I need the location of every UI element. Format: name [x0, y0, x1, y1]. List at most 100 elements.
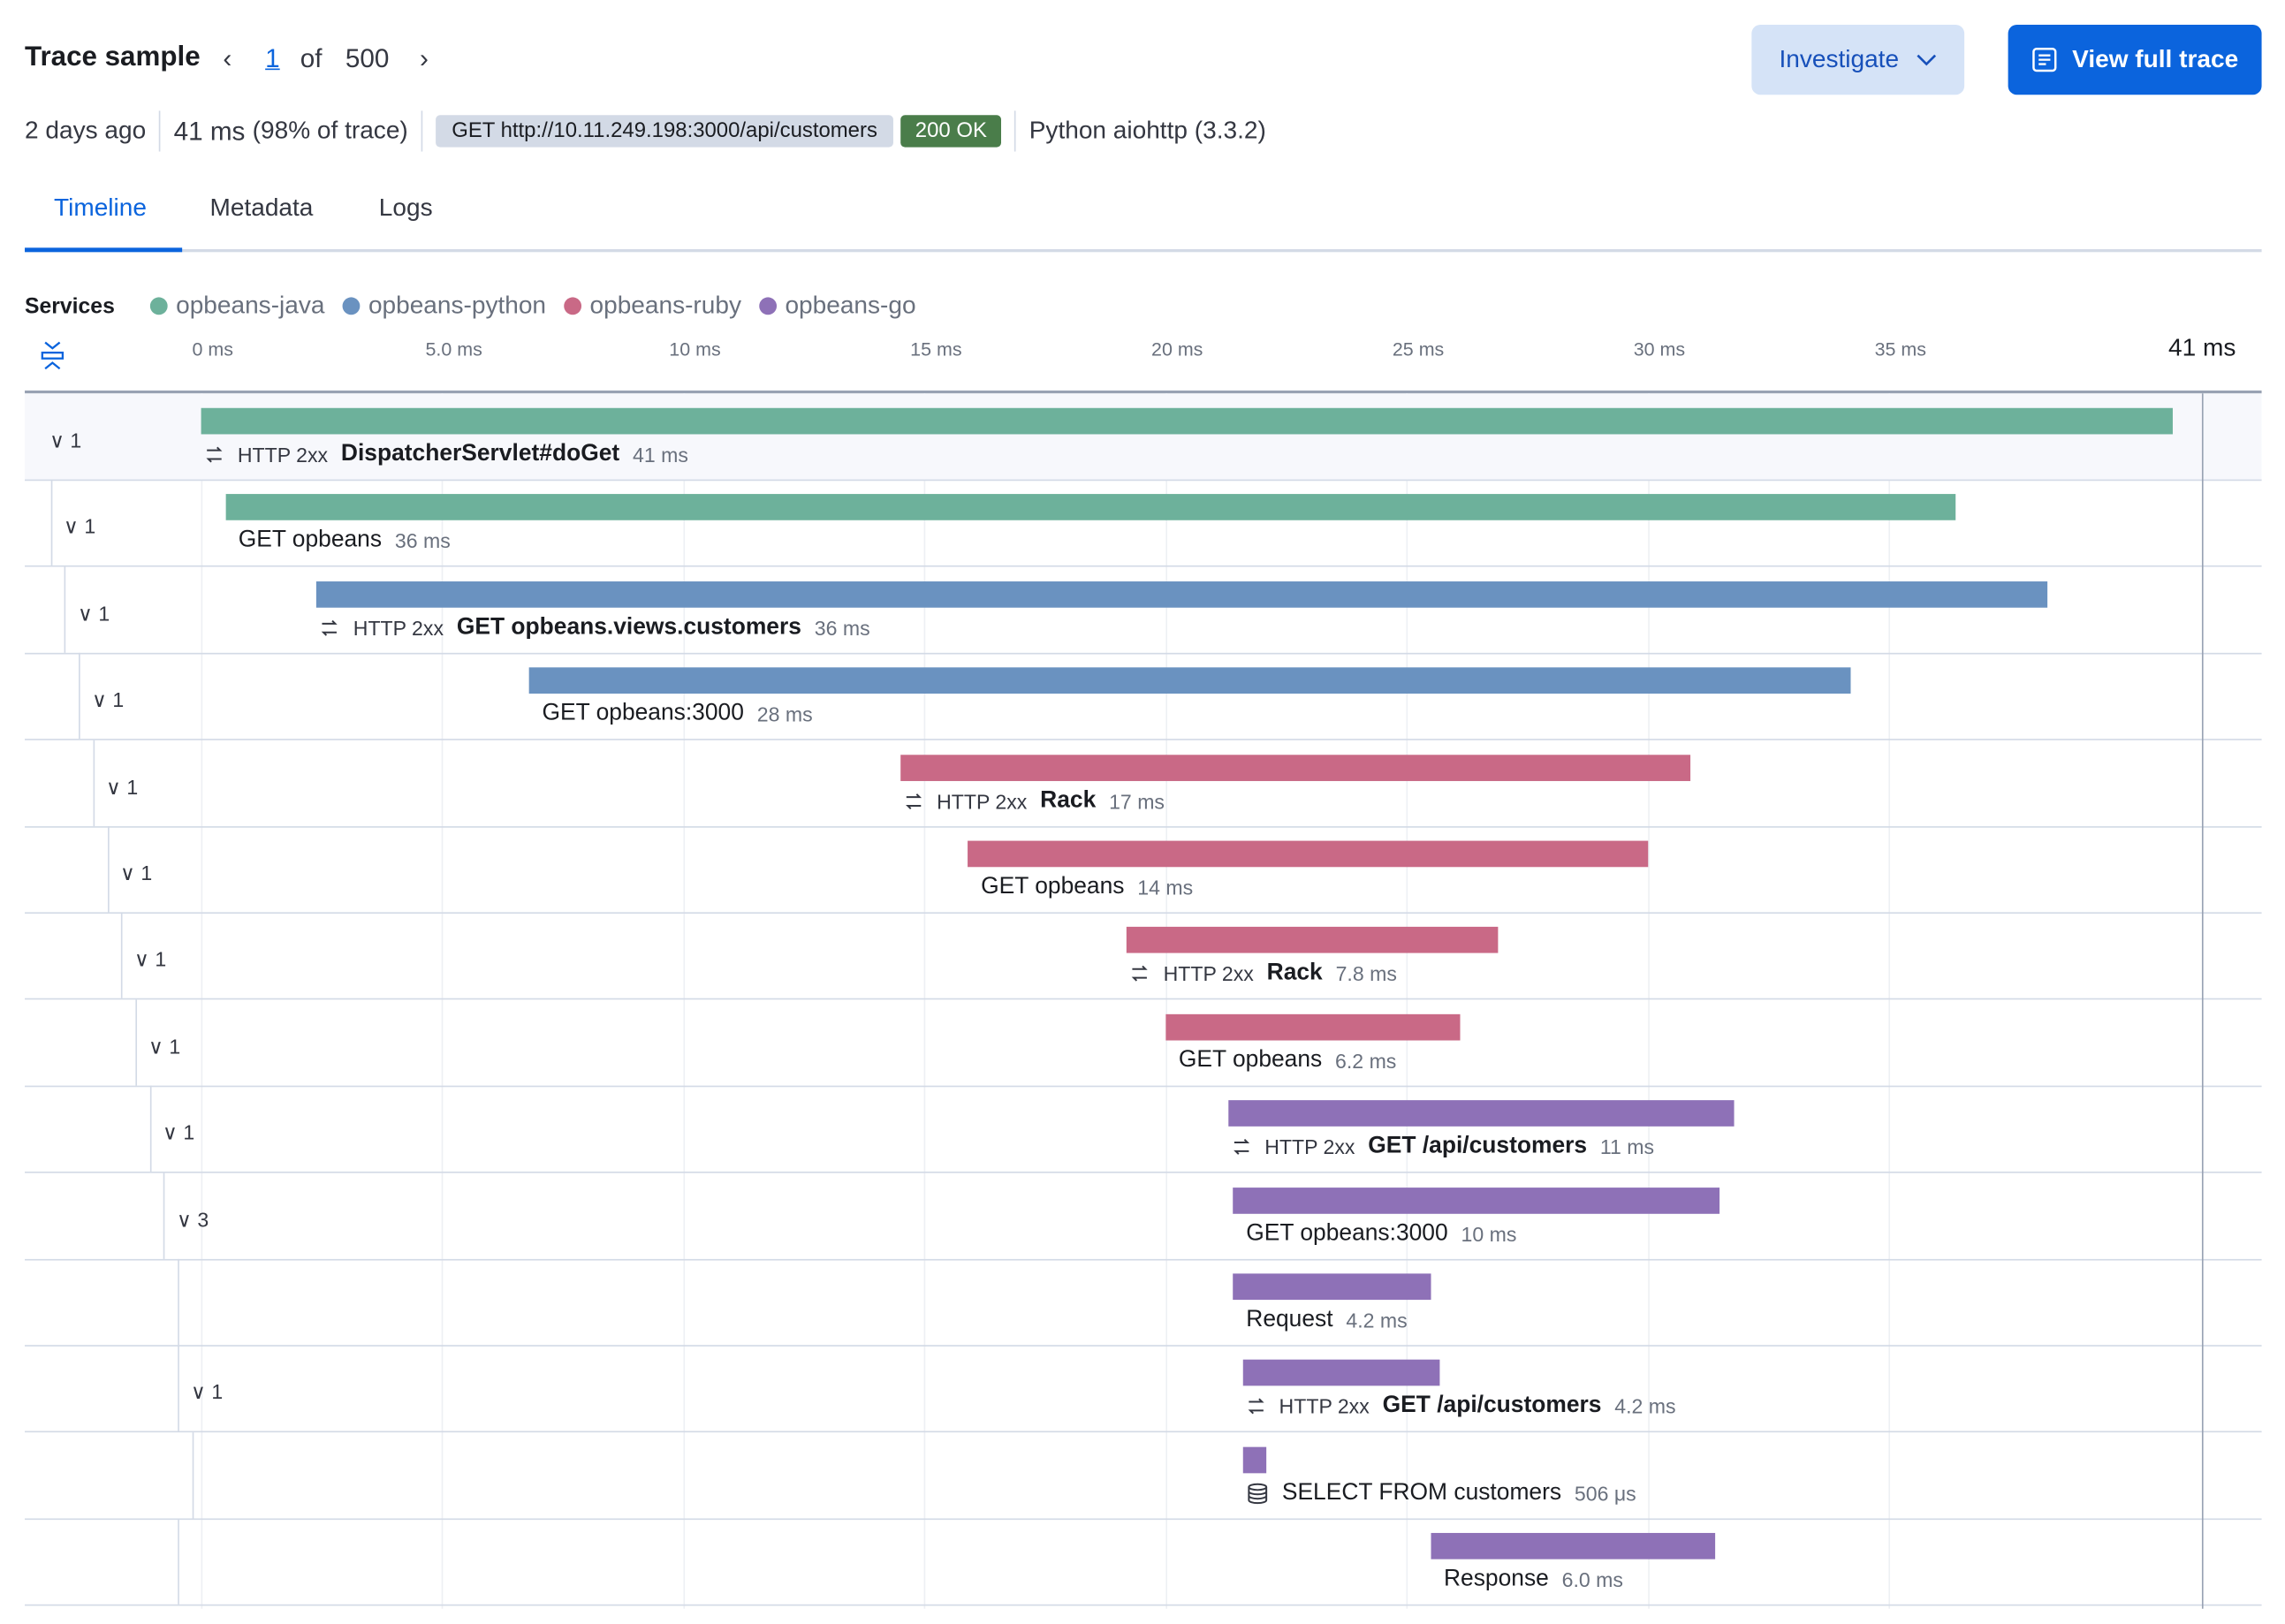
expand-toggle[interactable]: ∨ 1 — [120, 861, 152, 886]
investigate-label: Investigate — [1779, 45, 1900, 73]
expand-toggle[interactable]: ∨ 1 — [106, 775, 138, 800]
axis-tick-label: 25 ms — [1392, 338, 1445, 360]
expand-toggle[interactable]: ∨ 1 — [163, 1121, 194, 1146]
span-bar[interactable] — [1233, 1273, 1431, 1301]
span-bar[interactable] — [900, 754, 1691, 781]
http-status: HTTP 2xx — [937, 789, 1028, 813]
waterfall-row[interactable]: ∨ 1 HTTP 2xx GET /api/customers 11 ms — [25, 1085, 2262, 1173]
of-label: of — [300, 43, 323, 73]
legend-item-ruby: opbeans-ruby — [589, 291, 741, 320]
document-icon — [2032, 48, 2057, 72]
span-label: Response 6.0 ms — [1444, 1567, 1623, 1593]
http-exchange-icon — [322, 619, 338, 636]
waterfall-row[interactable]: ∨ 1 HTTP 2xx DispatcherServlet#doGet 41 ms — [25, 393, 2262, 482]
chevron-down-icon: ∨ — [92, 687, 107, 712]
expand-toggle[interactable]: ∨ 1 — [92, 688, 124, 713]
http-exchange-icon — [1248, 1399, 1264, 1415]
expand-toggle[interactable]: ∨ 1 — [191, 1380, 223, 1405]
span-bar[interactable] — [1127, 927, 1499, 954]
child-count: 1 — [155, 947, 167, 972]
waterfall-row[interactable]: ∨ 1 HTTP 2xx Rack 17 ms — [25, 740, 2262, 828]
investigate-button[interactable]: Investigate — [1751, 25, 1965, 95]
span-bar[interactable] — [1242, 1446, 1267, 1474]
http-exchange-icon — [1132, 966, 1149, 983]
chevron-down-icon: ∨ — [78, 601, 93, 626]
tree-line — [79, 653, 80, 740]
span-bar[interactable] — [1233, 1187, 1720, 1214]
waterfall-row[interactable]: ∨ 1 GET opbeans 14 ms — [25, 826, 2262, 914]
span-duration: 28 ms — [756, 702, 813, 726]
span-label: GET opbeans 14 ms — [981, 875, 1193, 901]
waterfall-row[interactable]: ∨ 1 HTTP 2xx GET opbeans.views.customers 36… — [25, 566, 2262, 655]
expand-toggle[interactable]: ∨ 1 — [64, 515, 95, 540]
span-bar[interactable] — [201, 407, 2174, 435]
next-sample-button[interactable]: › — [419, 43, 429, 73]
gridline — [1888, 393, 1891, 1609]
span-duration: 4.2 ms — [1614, 1394, 1676, 1419]
legend-dot-java — [149, 297, 168, 315]
waterfall-row[interactable]: ∨ 1 GET opbeans:3000 28 ms — [25, 653, 2262, 741]
span-name: Response — [1443, 1567, 1549, 1592]
current-sample-number[interactable]: 1 — [265, 43, 280, 73]
span-bar[interactable] — [1242, 1360, 1441, 1387]
tree-line — [149, 1085, 151, 1172]
span-bar[interactable] — [968, 840, 1648, 868]
tab-metadata[interactable]: Metadata — [209, 194, 314, 222]
waterfall-row[interactable]: ∨ 1 GET opbeans 6.2 ms — [25, 999, 2262, 1087]
waterfall-row[interactable]: SELECT FROM customers 506 μs — [25, 1431, 2262, 1520]
http-status: HTTP 2xx — [1264, 1135, 1355, 1159]
span-bar[interactable] — [1431, 1533, 1716, 1559]
view-full-trace-button[interactable]: View full trace — [2008, 25, 2262, 95]
chevron-down-icon: ∨ — [148, 1034, 163, 1058]
expand-toggle[interactable]: ∨ 1 — [78, 602, 110, 626]
expand-toggle[interactable]: ∨ 1 — [134, 948, 166, 973]
span-duration: 6.0 ms — [1561, 1567, 1623, 1592]
agent-name: Python aiohttp (3.3.2) — [1029, 116, 1266, 145]
span-name: SELECT FROM customers — [1281, 1480, 1562, 1506]
collapse-all-icon[interactable] — [38, 339, 67, 371]
chevron-down-icon: ∨ — [134, 947, 149, 972]
span-bar[interactable] — [528, 667, 1850, 694]
span-duration: 10 ms — [1461, 1222, 1517, 1246]
child-count: 1 — [169, 1034, 181, 1058]
span-bar[interactable] — [1227, 1100, 1735, 1127]
http-status: HTTP 2xx — [1279, 1394, 1370, 1419]
tab-timeline[interactable]: Timeline — [54, 194, 147, 222]
legend-dot-python — [342, 297, 361, 315]
axis-tick-label: 15 ms — [910, 338, 962, 360]
waterfall-row[interactable]: ∨ 1 HTTP 2xx Rack 7.8 ms — [25, 913, 2262, 1000]
expand-toggle[interactable]: ∨ 3 — [177, 1208, 209, 1233]
waterfall-row[interactable]: Request 4.2 ms — [25, 1258, 2262, 1347]
waterfall-row[interactable]: Response 6.0 ms — [25, 1518, 2262, 1606]
span-name: GET opbeans — [1178, 1047, 1323, 1073]
span-duration: 11 ms — [1599, 1135, 1655, 1159]
span-label: HTTP 2xx GET /api/customers 4.2 ms — [1246, 1393, 1676, 1420]
expand-toggle[interactable]: ∨ 1 — [49, 429, 81, 453]
legend-item-python: opbeans-python — [368, 291, 547, 320]
chevron-down-icon — [1917, 53, 1937, 65]
waterfall-row[interactable]: ∨ 3 GET opbeans:3000 10 ms — [25, 1172, 2262, 1260]
span-name: GET opbeans.views.customers — [456, 614, 801, 640]
legend-dot-go — [758, 297, 777, 315]
waterfall-row[interactable]: ∨ 1 HTTP 2xx GET /api/customers 4.2 ms — [25, 1345, 2262, 1433]
page-title: Trace sample — [25, 42, 201, 73]
gridline — [1406, 393, 1408, 1609]
tab-logs[interactable]: Logs — [378, 194, 433, 222]
axis-tick-label: 0 ms — [192, 338, 234, 360]
span-name: Rack — [1040, 787, 1097, 813]
previous-sample-button[interactable]: ‹ — [223, 43, 232, 73]
span-bar[interactable] — [224, 494, 1956, 521]
axis-tick-label: 10 ms — [669, 338, 721, 360]
span-bar[interactable] — [316, 581, 2048, 608]
axis-tick-label: 35 ms — [1874, 338, 1926, 360]
tree-line — [178, 1345, 179, 1432]
span-bar[interactable] — [1165, 1013, 1460, 1041]
database-icon — [1247, 1483, 1267, 1504]
total-samples: 500 — [345, 43, 390, 73]
child-count: 1 — [183, 1120, 195, 1144]
expand-toggle[interactable]: ∨ 1 — [148, 1035, 180, 1059]
axis-end-label: 41 ms — [2168, 333, 2236, 362]
waterfall-row[interactable]: ∨ 1 GET opbeans 36 ms — [25, 480, 2262, 568]
span-name: GET opbeans:3000 — [542, 701, 744, 726]
